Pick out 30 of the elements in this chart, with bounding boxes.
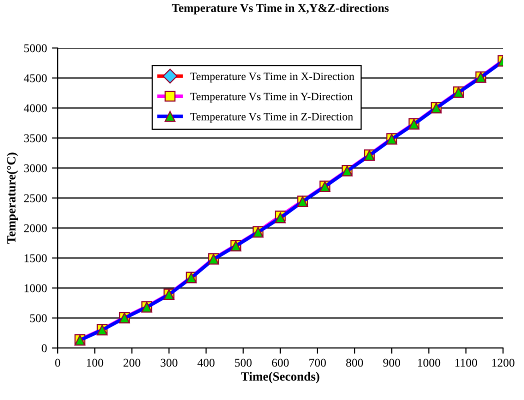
x-tick-label: 1100 xyxy=(455,358,478,367)
x-tick-label: 400 xyxy=(197,358,215,367)
y-tick-label: 1500 xyxy=(24,254,47,262)
x-tick-label: 700 xyxy=(309,358,326,367)
x-tick-label: 500 xyxy=(235,358,252,367)
legend-label: Temperature Vs Time in X-Direction xyxy=(190,72,354,82)
y-tick-label: 3000 xyxy=(24,164,47,172)
x-axis-title: Time(Seconds) xyxy=(241,372,320,384)
legend-label: Temperature Vs Time in Z-Direction xyxy=(190,112,354,123)
y-tick-label: 4000 xyxy=(24,104,47,112)
x-tick-label: 800 xyxy=(346,358,363,367)
x-tick-label: 200 xyxy=(124,358,140,367)
y-tick-label: 2000 xyxy=(24,224,47,232)
y-tick-label: 3500 xyxy=(24,134,47,142)
x-tick-label: 0 xyxy=(55,358,60,367)
y-tick-label: 2500 xyxy=(24,194,47,202)
x-tick-label: 300 xyxy=(160,358,178,367)
y-tick-label: 4500 xyxy=(24,74,47,82)
legend-label: Temperature Vs Time in Y-Direction xyxy=(190,92,353,103)
x-tick-label: 600 xyxy=(272,358,289,367)
y-tick-label: 5000 xyxy=(24,44,47,52)
x-tick-label: 1000 xyxy=(418,358,440,367)
y-tick-label: 0 xyxy=(42,344,47,352)
x-tick-label: 1200 xyxy=(492,358,514,367)
x-tick-label: 100 xyxy=(86,358,104,367)
y-tick-label: 500 xyxy=(30,314,47,322)
x-tick-label: 900 xyxy=(383,358,400,367)
chart-title: Temperature Vs Time in X,Y&Z-directions xyxy=(172,4,389,14)
y-tick-label: 1000 xyxy=(24,284,47,292)
y-axis-title: Temperature(°C) xyxy=(6,152,18,244)
